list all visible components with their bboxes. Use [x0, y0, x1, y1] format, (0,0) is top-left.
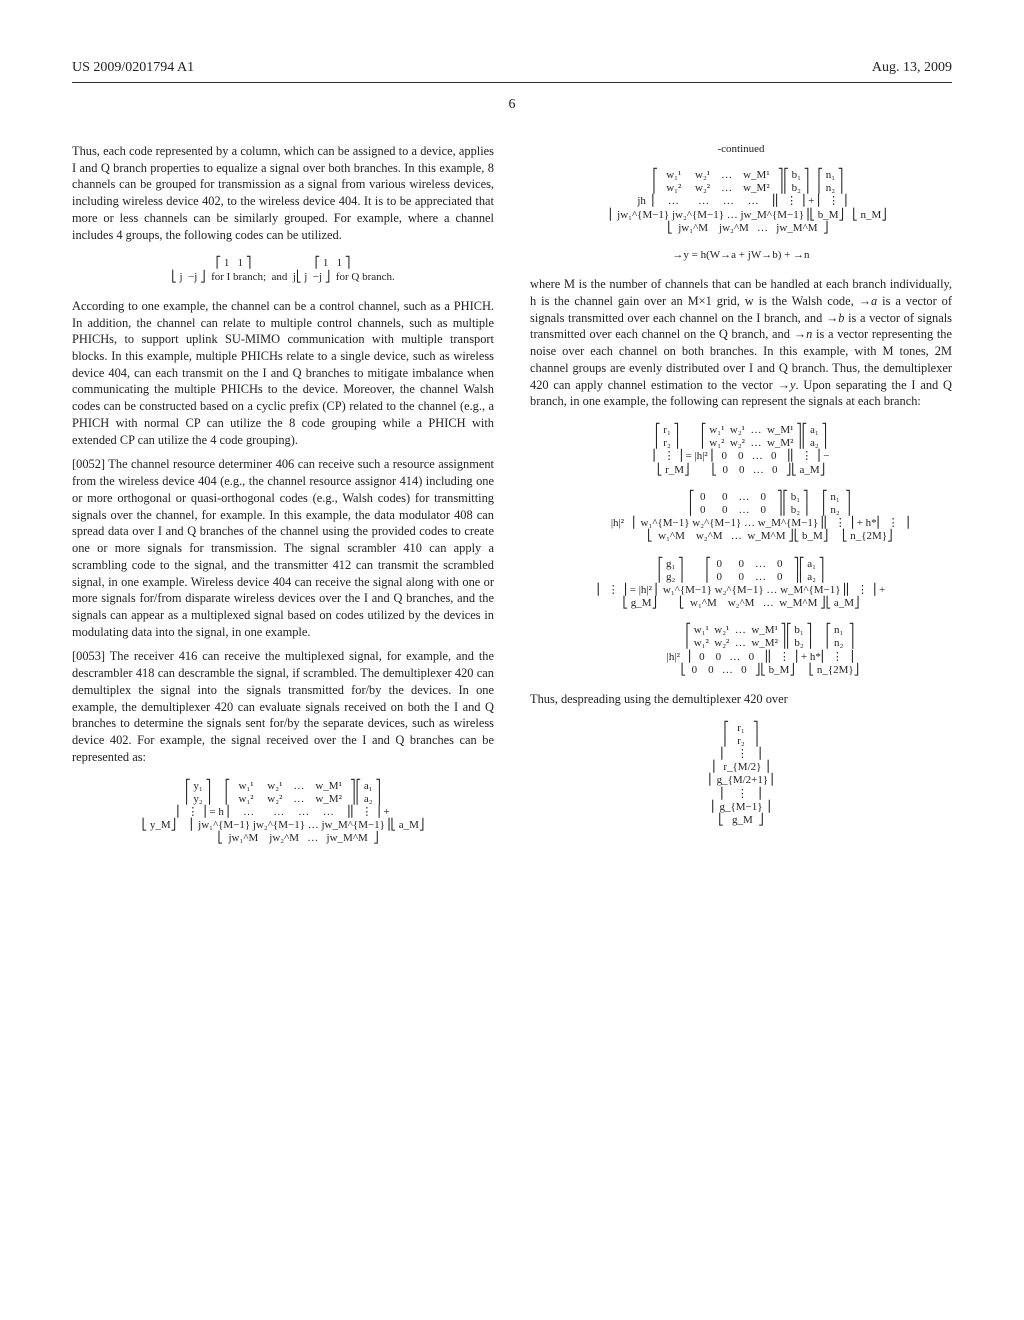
para-despreading: Thus, despreading using the demultiplexe… [530, 691, 952, 708]
publication-date: Aug. 13, 2009 [872, 60, 952, 76]
para-intro: Thus, each code represented by a column,… [72, 143, 494, 243]
left-column: Thus, each code represented by a column,… [72, 143, 494, 860]
para-where-m: where M is the number of channels that c… [530, 276, 952, 410]
page-header: US 2009/0201794 A1 Aug. 13, 2009 [72, 60, 952, 76]
para-number-0052: [0052] [72, 457, 105, 471]
para-0052-text: The channel resource determiner 406 can … [72, 457, 494, 638]
patent-page: US 2009/0201794 A1 Aug. 13, 2009 6 Thus,… [0, 0, 1024, 1320]
equation-2x2-branches: ⎡ 1 1 ⎤ ⎡ 1 1 ⎤ ⎣ j −j ⎦ for I branch; a… [72, 257, 494, 283]
vec-y: →y [778, 378, 796, 392]
equation-y-vector: ⎡ y₁ ⎤ ⎡ w₁¹ w₂¹ … w_M¹ ⎤⎡ a₁ ⎤ ⎢ y₂ ⎥ ⎢… [72, 780, 494, 846]
right-column: -continued ⎡ w₁¹ w₂¹ … w_M¹ ⎤⎡ b₁ ⎤ ⎡ n₁… [530, 143, 952, 860]
para-number-0053: [0053] [72, 649, 105, 663]
vec-a: →a [859, 294, 878, 308]
header-rule [72, 82, 952, 83]
vec-n: →n [794, 327, 813, 341]
publication-number: US 2009/0201794 A1 [72, 60, 194, 76]
para-0053-text: The receiver 416 can receive the multipl… [72, 649, 494, 763]
equation-rg-stack: ⎡ r₁ ⎤ ⎢ r₂ ⎥ ⎢ ⋮ ⎥ ⎢ r_{M/2} ⎥ ⎢ g_{M/2… [530, 722, 952, 828]
vec-b: →b [826, 311, 845, 325]
equation-r-vector-a: ⎡ r₁ ⎤ ⎡ w₁¹ w₂¹ … w_M¹ ⎤⎡ a₁ ⎤ ⎢ r₂ ⎥ ⎢… [530, 424, 952, 477]
two-column-layout: Thus, each code represented by a column,… [72, 143, 952, 860]
para-control-channel: According to one example, the channel ca… [72, 298, 494, 449]
page-number: 6 [72, 97, 952, 113]
para-0053: [0053] The receiver 416 can receive the … [72, 648, 494, 765]
continued-label: -continued [530, 143, 952, 155]
equation-continued-jh: ⎡ w₁¹ w₂¹ … w_M¹ ⎤⎡ b₁ ⎤ ⎡ n₁ ⎤ ⎢ w₁² w₂… [530, 169, 952, 235]
equation-r-vector-b: ⎡ 0 0 … 0 ⎤⎡ b₁ ⎤ ⎡ n₁ ⎤ ⎢ 0 0 … 0 ⎥⎢ b₂… [530, 491, 952, 544]
para-0052: [0052] The channel resource determiner 4… [72, 456, 494, 640]
equation-g-vector-a: ⎡ g₁ ⎤ ⎡ 0 0 … 0 ⎤⎡ a₁ ⎤ ⎢ g₂ ⎥ ⎢ 0 0 … … [530, 558, 952, 611]
equation-y-compact: →y = h(W→a + jW→b) + →n [530, 249, 952, 262]
equation-g-vector-b: ⎡ w₁¹ w₂¹ … w_M¹ ⎤⎡ b₁ ⎤ ⎡ n₁ ⎤ ⎢ w₁² w₂… [530, 624, 952, 677]
